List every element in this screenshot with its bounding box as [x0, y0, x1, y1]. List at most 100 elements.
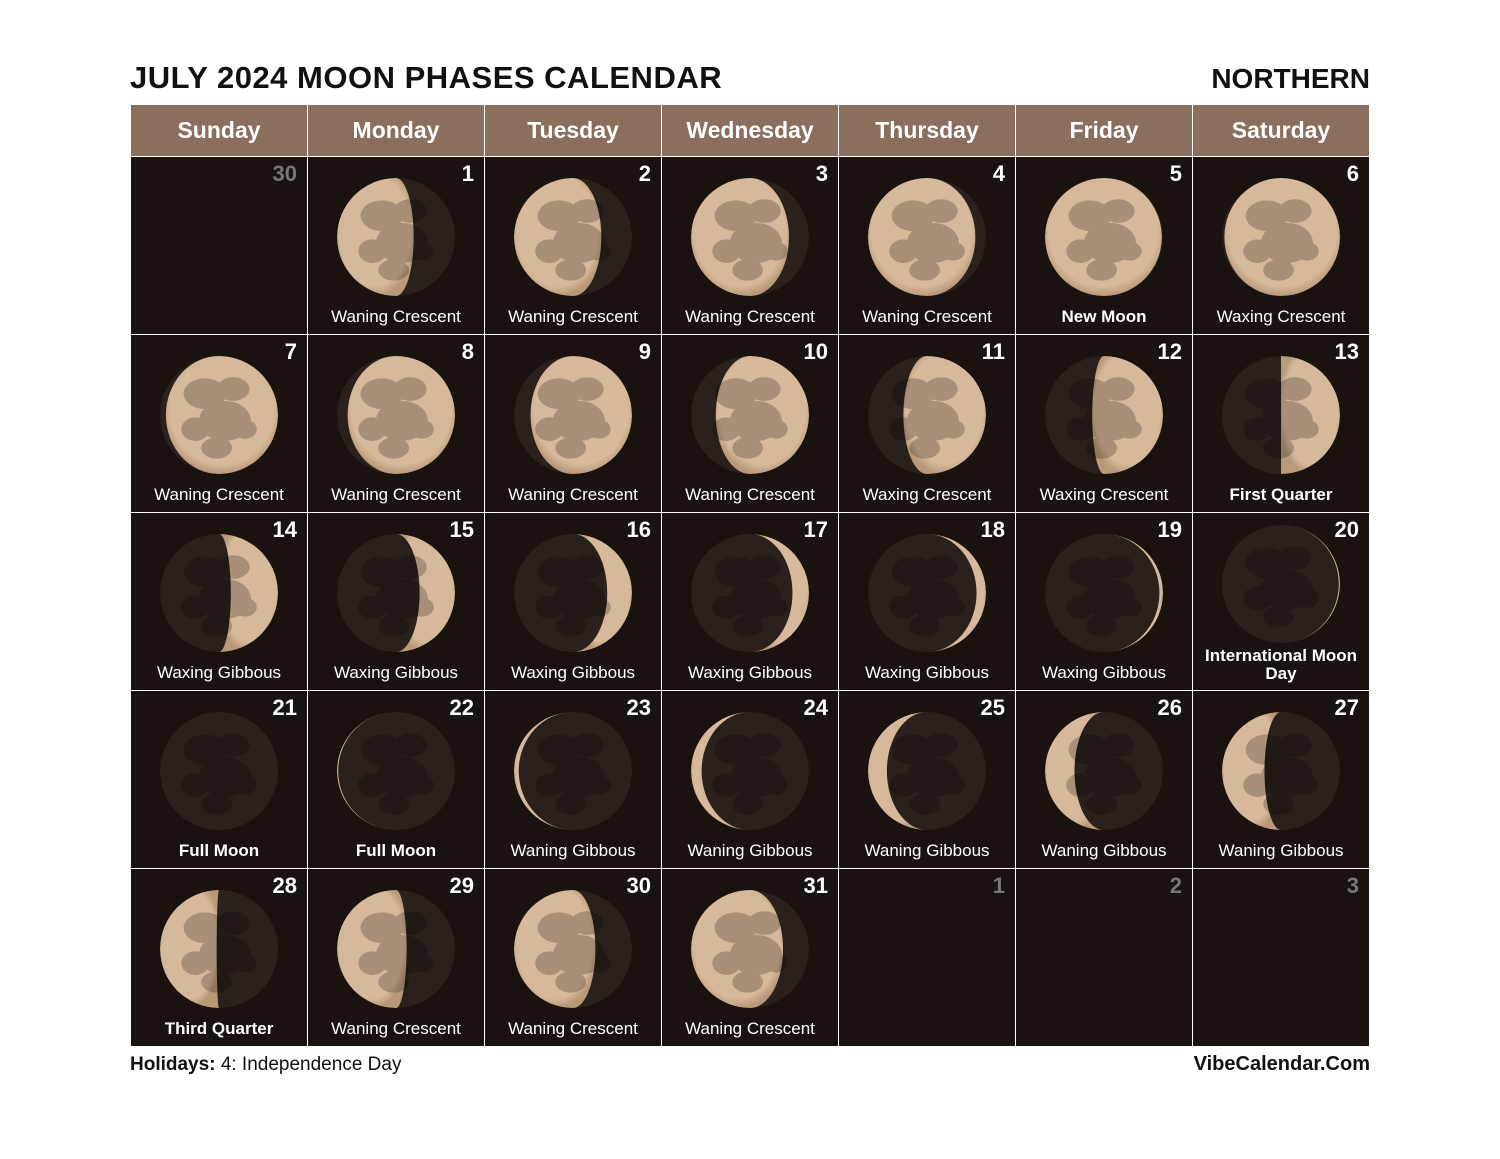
- day-number: 3: [1347, 873, 1359, 899]
- day-number: 19: [1158, 517, 1182, 543]
- moon-phase-icon: [337, 712, 455, 830]
- moon-wrap: [1222, 157, 1340, 308]
- calendar-cell: 30: [131, 157, 308, 335]
- phase-label: Waning Gibbous: [1037, 842, 1170, 862]
- moon-wrap: [160, 691, 278, 842]
- moon-wrap: [1222, 335, 1340, 486]
- calendar-root: JULY 2024 MOON PHASES CALENDAR NORTHERN …: [130, 60, 1370, 1076]
- moon-wrap: [337, 869, 455, 1020]
- holidays: Holidays: 4: Independence Day: [130, 1054, 401, 1076]
- cell-inner: [1193, 869, 1369, 1046]
- moon-wrap: [868, 157, 986, 308]
- calendar-cell: 12 Waxing Crescent: [1016, 335, 1193, 513]
- calendar-cell: 22 Full Moon: [308, 691, 485, 869]
- calendar-cell: 18 Waxing Gibbous: [839, 513, 1016, 691]
- moon-wrap: [337, 691, 455, 842]
- footer-row: Holidays: 4: Independence Day VibeCalend…: [130, 1053, 1370, 1076]
- moon-phase-icon: [514, 178, 632, 296]
- calendar-cell: 30 Waning Crescent: [485, 869, 662, 1047]
- phase-label: Waxing Gibbous: [684, 664, 816, 684]
- calendar-cell: 9 Waning Crescent: [485, 335, 662, 513]
- moon-phase-icon: [337, 890, 455, 1008]
- calendar-cell: 27 Waning Gibbous: [1193, 691, 1370, 869]
- moon-phase-icon: [1045, 178, 1163, 296]
- moon-phase-icon: [1045, 534, 1163, 652]
- moon-phase-icon: [337, 534, 455, 652]
- calendar-table: SundayMondayTuesdayWednesdayThursdayFrid…: [130, 104, 1370, 1047]
- moon-wrap: [1045, 513, 1163, 664]
- moon-wrap: [160, 335, 278, 486]
- moon-phase-icon: [691, 356, 809, 474]
- day-number: 1: [462, 161, 474, 187]
- moon-phase-icon: [337, 178, 455, 296]
- calendar-cell: 1: [839, 869, 1016, 1047]
- moon-phase-icon: [691, 178, 809, 296]
- calendar-cell: 1 Waning Crescent: [308, 157, 485, 335]
- moon-phase-icon: [514, 534, 632, 652]
- header-row: JULY 2024 MOON PHASES CALENDAR NORTHERN: [130, 60, 1370, 96]
- calendar-cell: 5 New Moon: [1016, 157, 1193, 335]
- moon-wrap: [160, 513, 278, 664]
- moon-phase-icon: [868, 534, 986, 652]
- calendar-cell: 24 Waning Gibbous: [662, 691, 839, 869]
- phase-label: Waning Gibbous: [683, 842, 816, 862]
- moon-wrap: [691, 869, 809, 1020]
- moon-wrap: [691, 335, 809, 486]
- calendar-cell: 14 Waxing Gibbous: [131, 513, 308, 691]
- calendar-cell: 23 Waning Gibbous: [485, 691, 662, 869]
- page-title: JULY 2024 MOON PHASES CALENDAR: [130, 60, 722, 96]
- moon-phase-icon: [691, 890, 809, 1008]
- day-number: 16: [627, 517, 651, 543]
- moon-wrap: [1222, 513, 1340, 647]
- moon-wrap: [514, 513, 632, 664]
- phase-label: Waning Gibbous: [860, 842, 993, 862]
- phase-label: Waning Crescent: [327, 486, 465, 506]
- calendar-cell: 28 Third Quarter: [131, 869, 308, 1047]
- day-number: 4: [993, 161, 1005, 187]
- day-number: 27: [1335, 695, 1359, 721]
- cell-inner: Waning Crescent: [839, 157, 1015, 334]
- moon-phase-icon: [1045, 356, 1163, 474]
- moon-wrap: [1045, 157, 1163, 308]
- phase-label: Waxing Gibbous: [1038, 664, 1170, 684]
- day-number: 5: [1170, 161, 1182, 187]
- day-number: 11: [982, 339, 1005, 365]
- phase-label: Waning Crescent: [150, 486, 288, 506]
- phase-label: New Moon: [1058, 308, 1151, 328]
- moon-wrap: [514, 157, 632, 308]
- moon-phase-icon: [514, 356, 632, 474]
- day-number: 21: [273, 695, 297, 721]
- phase-label: Waning Crescent: [327, 1020, 465, 1040]
- cell-inner: Waning Crescent: [485, 335, 661, 512]
- day-number: 10: [804, 339, 828, 365]
- phase-label: Waning Gibbous: [506, 842, 639, 862]
- moon-wrap: [868, 335, 986, 486]
- day-number: 26: [1158, 695, 1182, 721]
- phase-label: Waning Crescent: [858, 308, 996, 328]
- calendar-cell: 16 Waxing Gibbous: [485, 513, 662, 691]
- day-number: 24: [804, 695, 828, 721]
- holidays-text: 4: Independence Day: [221, 1054, 402, 1075]
- day-number: 7: [285, 339, 297, 365]
- cell-inner: Waning Crescent: [308, 157, 484, 334]
- cell-inner: [1016, 869, 1192, 1046]
- day-number: 29: [450, 873, 474, 899]
- moon-wrap: [868, 513, 986, 664]
- moon-wrap: [514, 335, 632, 486]
- source-label: VibeCalendar.Com: [1194, 1053, 1370, 1076]
- phase-label: Waning Crescent: [681, 308, 819, 328]
- day-header: Thursday: [839, 105, 1016, 157]
- day-number: 22: [450, 695, 474, 721]
- cell-inner: Waning Crescent: [308, 335, 484, 512]
- day-number: 30: [627, 873, 651, 899]
- calendar-cell: 31 Waning Crescent: [662, 869, 839, 1047]
- day-number: 6: [1347, 161, 1359, 187]
- moon-phase-icon: [514, 890, 632, 1008]
- phase-label: Waxing Gibbous: [153, 664, 285, 684]
- day-number: 13: [1335, 339, 1359, 365]
- moon-wrap: [337, 513, 455, 664]
- day-number: 2: [1170, 873, 1182, 899]
- moon-wrap: [160, 869, 278, 1020]
- calendar-cell: 25 Waning Gibbous: [839, 691, 1016, 869]
- day-header: Tuesday: [485, 105, 662, 157]
